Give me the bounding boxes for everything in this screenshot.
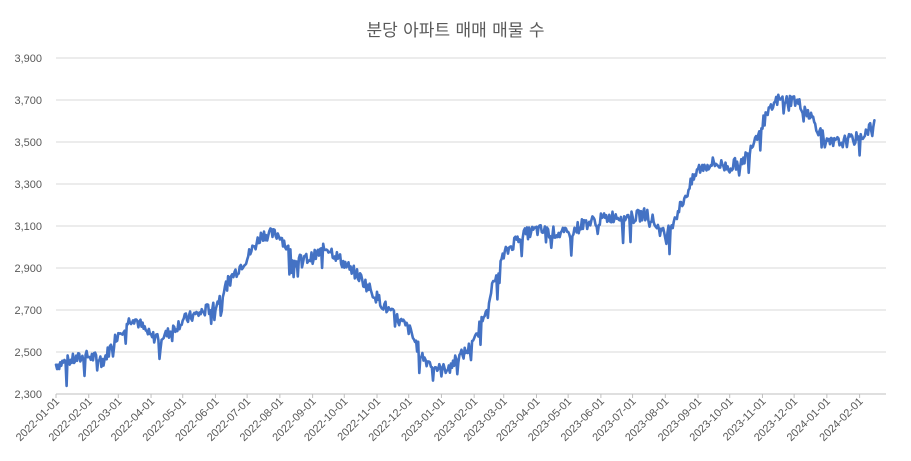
series-line	[54, 93, 876, 388]
chart-title: 분당 아파트 매매 매물 수	[366, 21, 545, 41]
y-tick-label: 2,500	[14, 347, 42, 359]
y-tick-label: 3,900	[14, 53, 42, 65]
y-tick-label: 3,700	[14, 95, 42, 107]
y-tick-label: 2,900	[14, 263, 42, 275]
y-tick-label: 2,300	[14, 389, 42, 401]
y-tick-label: 3,500	[14, 137, 42, 149]
y-tick-label: 3,300	[14, 179, 42, 191]
y-tick-label: 3,100	[14, 221, 42, 233]
y-tick-label: 2,700	[14, 305, 42, 317]
